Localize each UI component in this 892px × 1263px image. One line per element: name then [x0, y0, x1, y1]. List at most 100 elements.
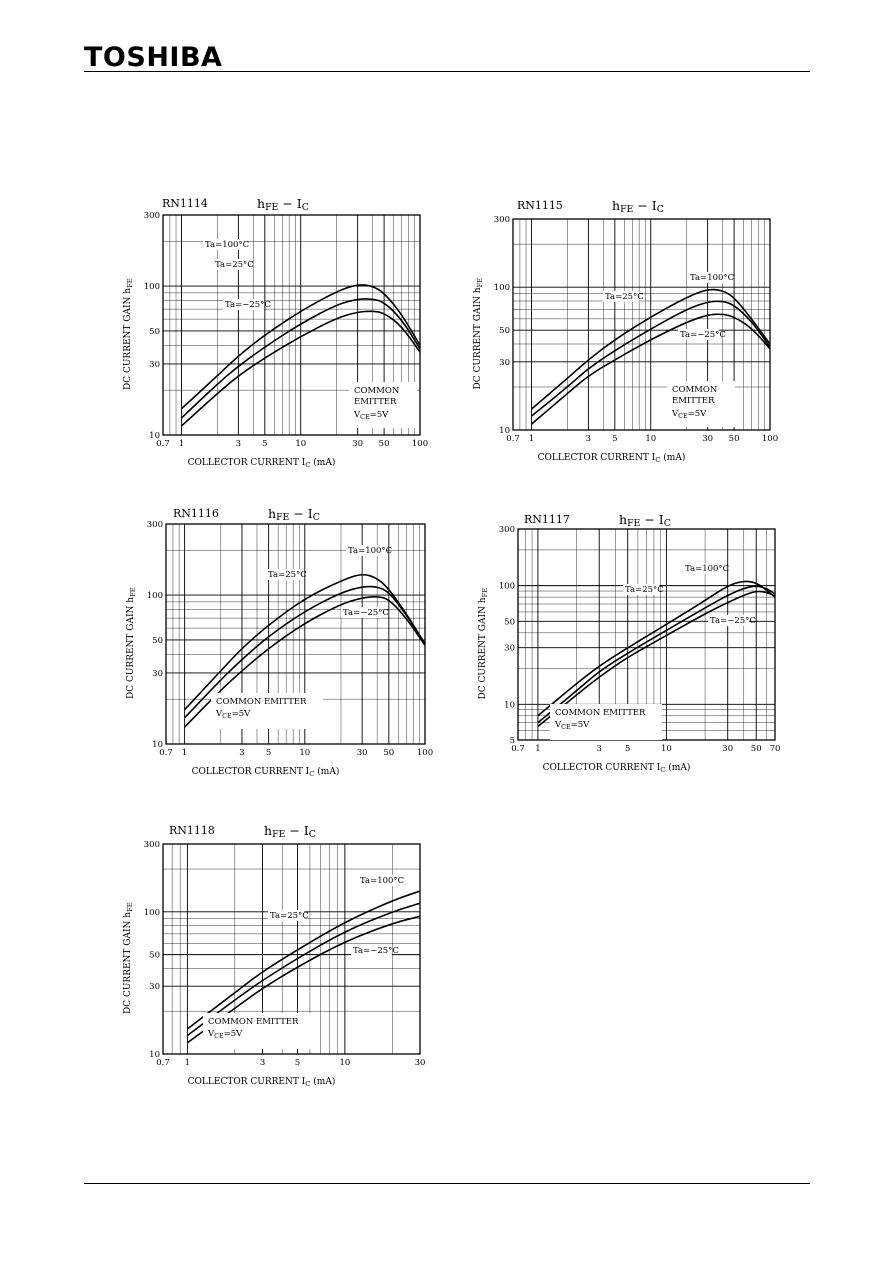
- series-label-bg: [623, 584, 660, 595]
- y-tick-label: 300: [144, 211, 160, 221]
- series-label: Ta=25°C: [605, 292, 644, 302]
- x-axis-label: COLLECTOR CURRENT IC (mA): [188, 457, 336, 469]
- series-label-bg: [213, 259, 250, 270]
- y-tick-label: 100: [499, 582, 515, 592]
- series-label: Ta=25°C: [270, 911, 309, 921]
- series-label: Ta=100°C: [348, 546, 392, 556]
- vce-label: VCE=5V: [554, 720, 590, 731]
- plot-frame: [512, 218, 771, 431]
- chart-title: hFE − IC: [612, 198, 664, 215]
- x-tick-label: 0.7: [159, 748, 173, 758]
- series-line: [537, 580, 776, 717]
- y-axis-label: DC CURRENT GAIN hFE: [126, 587, 137, 699]
- series-label: Ta=100°C: [685, 564, 729, 574]
- condition-box: [550, 704, 662, 740]
- series-label-bg: [341, 607, 382, 618]
- x-tick-label: 10: [645, 434, 656, 444]
- x-tick-label: 100: [417, 748, 433, 758]
- y-tick-label: 10: [149, 1050, 160, 1060]
- x-tick-label: 30: [722, 744, 733, 754]
- chart-rn1117: 0.7 1 3 5 10 30 50 70 5 10 30 50 100 300 RN1117 hFE − I…: [478, 512, 781, 774]
- y-tick-label: 30: [149, 982, 160, 992]
- series-label-bg: [603, 291, 640, 302]
- toshiba-logo: TOSHIBA: [84, 42, 223, 73]
- condition-label: COMMON: [672, 385, 718, 395]
- x-tick-label: 3: [586, 434, 591, 444]
- y-tick-label: 100: [494, 283, 510, 293]
- series-label: Ta=−25°C: [353, 946, 399, 956]
- plot-frame: [162, 843, 421, 1055]
- y-tick-label: 30: [499, 358, 510, 368]
- x-tick-label: 50: [751, 744, 762, 754]
- x-tick-label: 50: [379, 439, 390, 449]
- y-tick-label: 5: [510, 736, 515, 746]
- series-line: [537, 590, 776, 728]
- x-tick-label: 1: [182, 748, 187, 758]
- y-axis-label: DC CURRENT GAIN hFE: [123, 902, 134, 1014]
- x-tick-label: 0.7: [511, 744, 525, 754]
- y-tick-label: 30: [149, 360, 160, 370]
- series-label-bg: [358, 875, 399, 886]
- condition-label: COMMON EMITTER: [208, 1017, 299, 1027]
- x-tick-label: 1: [529, 434, 534, 444]
- plot-frame: [165, 523, 426, 745]
- condition-label: COMMON EMITTER: [555, 708, 646, 718]
- y-tick-label: 10: [504, 700, 515, 710]
- chart-title: hFE − IC: [619, 512, 671, 529]
- series-label: Ta=−25°C: [710, 616, 756, 626]
- condition-box: [349, 382, 417, 428]
- chart-rn1118: 0.7 1 3 5 10 30 10 30 50 100 300 RN1118 hFE − IC DC C…: [123, 823, 425, 1088]
- x-tick-label: 3: [236, 439, 241, 449]
- x-tick-label: 0.7: [156, 439, 170, 449]
- x-axis-label: COLLECTOR CURRENT IC (mA): [543, 762, 691, 774]
- x-tick-label: 30: [357, 748, 368, 758]
- series-line: [186, 890, 421, 1030]
- series-line: [180, 310, 421, 427]
- x-tick-label: 10: [295, 439, 306, 449]
- vce-label: VCE=5V: [215, 709, 251, 720]
- chart-model-label: RN1117: [524, 513, 570, 526]
- condition-box: [211, 693, 323, 729]
- chart-model-label: RN1116: [173, 507, 219, 520]
- y-tick-label: 10: [152, 740, 163, 750]
- vce-label: VCE=5V: [353, 410, 389, 421]
- x-tick-label: 10: [661, 744, 672, 754]
- series-line: [530, 313, 771, 425]
- series-label: Ta=25°C: [268, 570, 307, 580]
- series-label: Ta=100°C: [360, 876, 404, 886]
- header-rule: [84, 71, 810, 72]
- x-axis-label: COLLECTOR CURRENT IC (mA): [538, 452, 686, 464]
- x-tick-label: 30: [702, 434, 713, 444]
- series-line: [180, 298, 421, 419]
- x-tick-label: 3: [239, 748, 244, 758]
- series-label: Ta=−25°C: [225, 300, 271, 310]
- chart-title: hFE − IC: [268, 506, 320, 523]
- series-label: Ta=25°C: [215, 260, 254, 270]
- condition-label: EMITTER: [672, 396, 715, 406]
- series-label-bg: [268, 910, 305, 921]
- x-tick-label: 3: [597, 744, 602, 754]
- footer-rule: [84, 1183, 810, 1184]
- series-label-bg: [203, 239, 244, 250]
- series-label: Ta=−25°C: [680, 330, 726, 340]
- condition-label: COMMON EMITTER: [216, 697, 307, 707]
- series-label-bg: [346, 545, 387, 556]
- series-label-bg: [708, 615, 749, 626]
- vce-label: VCE=5V: [207, 1029, 243, 1040]
- x-tick-label: 5: [625, 744, 630, 754]
- x-tick-label: 50: [729, 434, 740, 444]
- y-tick-label: 300: [494, 215, 510, 225]
- series-line: [184, 585, 426, 719]
- y-tick-label: 100: [144, 282, 160, 292]
- chart-rn1115: 0.7 1 3 5 10 30 50 100 10 30 50 100 300 RN1115 hFE − I…: [473, 198, 778, 464]
- y-tick-label: 50: [149, 327, 160, 337]
- condition-box: [203, 1013, 315, 1049]
- x-tick-label: 1: [535, 744, 540, 754]
- series-line: [537, 585, 776, 724]
- series-label-bg: [223, 299, 264, 310]
- series-label-bg: [678, 329, 719, 340]
- x-tick-label: 5: [262, 439, 267, 449]
- condition-box: [667, 381, 735, 427]
- y-tick-label: 10: [149, 431, 160, 441]
- x-tick-label: 70: [770, 744, 781, 754]
